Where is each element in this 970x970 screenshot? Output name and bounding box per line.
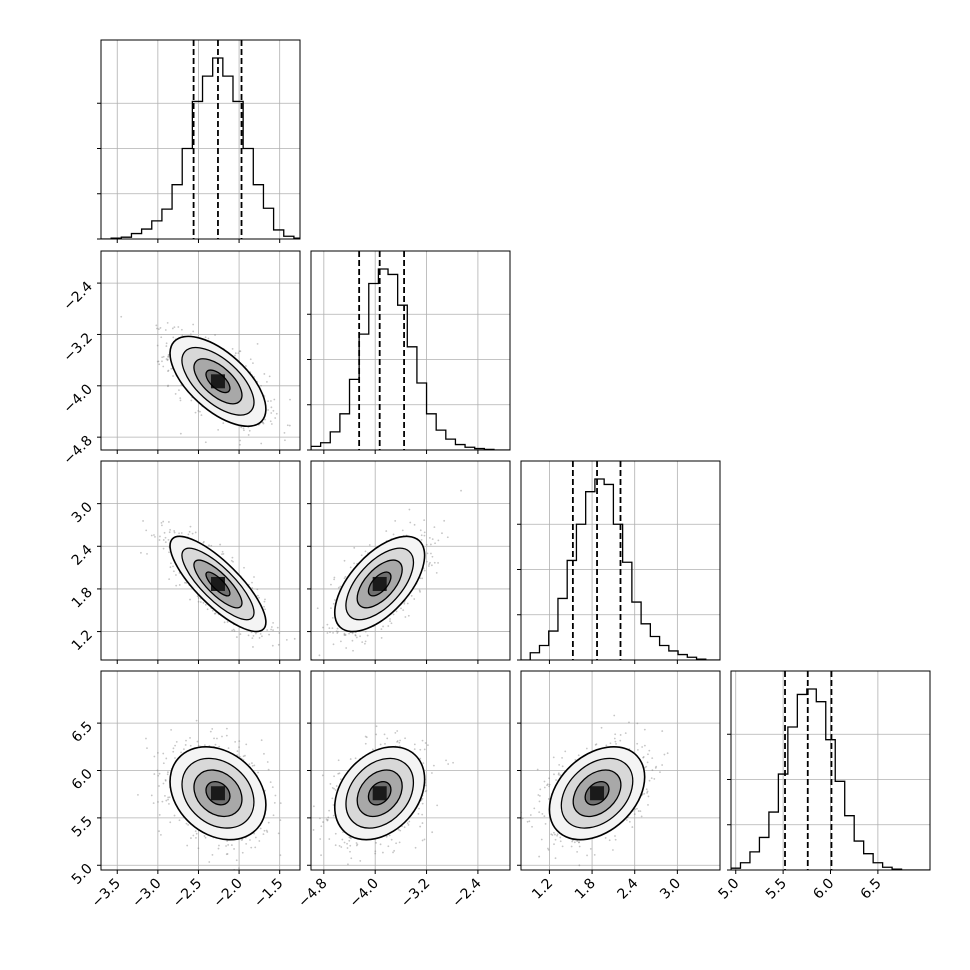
scatter-panel-2-1: [307, 460, 511, 664]
contour-3: [169, 535, 267, 633]
y-tick-label: 1.8: [69, 584, 96, 611]
scatter-panel-3-1: [307, 670, 511, 874]
contour-2: [345, 757, 415, 829]
scatter-panel-3-0: [97, 670, 301, 874]
contour-1: [356, 769, 403, 818]
contour-3: [169, 335, 267, 428]
x-tick-label: −2.0: [211, 876, 246, 911]
x-tick-label: −3.0: [129, 876, 164, 911]
contour-3: [333, 535, 426, 633]
contour-3: [548, 746, 646, 841]
y-tick-label: −3.2: [60, 330, 95, 365]
contour-0: [205, 780, 231, 806]
histogram-step-0: [101, 57, 300, 239]
contour-0: [584, 780, 610, 806]
hist-panel-1: [307, 250, 511, 454]
x-tick-label: 1.2: [529, 876, 556, 903]
panel-frame: [100, 250, 301, 451]
x-tick-label: 2.4: [614, 875, 641, 902]
histogram-step-2: [521, 478, 720, 660]
panel-frame: [310, 460, 511, 661]
x-tick-label: 1.8: [572, 876, 599, 903]
panel-frame: [310, 250, 511, 451]
scatter-panel-2-0: [97, 460, 301, 664]
y-tick-label: 1.2: [69, 627, 96, 654]
hist-panel-3: [727, 670, 931, 874]
density-peak: [372, 576, 387, 591]
x-tick-label: 3.0: [657, 876, 684, 903]
density-peak: [210, 786, 225, 801]
contour-1: [193, 358, 243, 405]
x-tick-label: 5.0: [716, 876, 743, 903]
density-peak: [372, 786, 387, 801]
y-tick-label: −4.0: [60, 381, 95, 416]
x-tick-label: −2.5: [170, 876, 205, 911]
x-tick-label: −4.8: [295, 876, 330, 911]
hist-panel-0: [97, 39, 301, 243]
contour-2: [345, 547, 415, 621]
contour-0: [205, 369, 231, 394]
y-tick-label: −4.8: [60, 433, 95, 468]
contour-3: [333, 746, 426, 841]
x-tick-label: −4.0: [347, 876, 382, 911]
contour-1: [356, 559, 403, 609]
scatter-panel-3-2: [517, 670, 721, 874]
x-tick-label: −2.4: [449, 875, 484, 910]
x-tick-label: −3.5: [89, 876, 124, 911]
y-tick-label: 6.5: [69, 719, 96, 746]
y-tick-label: 3.0: [69, 499, 96, 526]
panel-frame: [100, 39, 301, 240]
contour-0: [205, 571, 231, 597]
x-tick-label: 6.5: [858, 876, 885, 903]
contour-2: [181, 346, 255, 416]
x-tick-label: −3.2: [398, 876, 433, 911]
contour-0: [367, 780, 392, 806]
scatter-panel-1-0: [97, 250, 301, 454]
density-peak: [590, 786, 605, 801]
contour-2: [181, 757, 255, 829]
density-peak: [210, 576, 225, 591]
histogram-step-1: [311, 268, 510, 450]
histogram-step-3: [731, 688, 930, 870]
contour-2: [560, 757, 634, 829]
contour-0: [367, 571, 392, 597]
y-tick-label: 6.0: [69, 766, 96, 793]
y-tick-label: 5.0: [69, 861, 96, 888]
y-tick-label: 2.4: [69, 542, 96, 569]
contour-1: [193, 769, 243, 818]
contour-3: [169, 746, 267, 841]
contour-2: [181, 547, 255, 621]
density-peak: [210, 374, 225, 389]
contour-1: [193, 559, 243, 609]
y-tick-label: −2.4: [60, 279, 95, 314]
hist-panel-2: [517, 460, 721, 664]
y-tick-label: 5.5: [69, 813, 96, 840]
x-tick-label: 5.5: [763, 876, 790, 903]
x-tick-label: 6.0: [810, 876, 837, 903]
panel-frame: [520, 460, 721, 661]
panel-frame: [100, 460, 301, 661]
x-tick-label: −1.5: [251, 876, 286, 911]
contour-1: [572, 769, 622, 818]
